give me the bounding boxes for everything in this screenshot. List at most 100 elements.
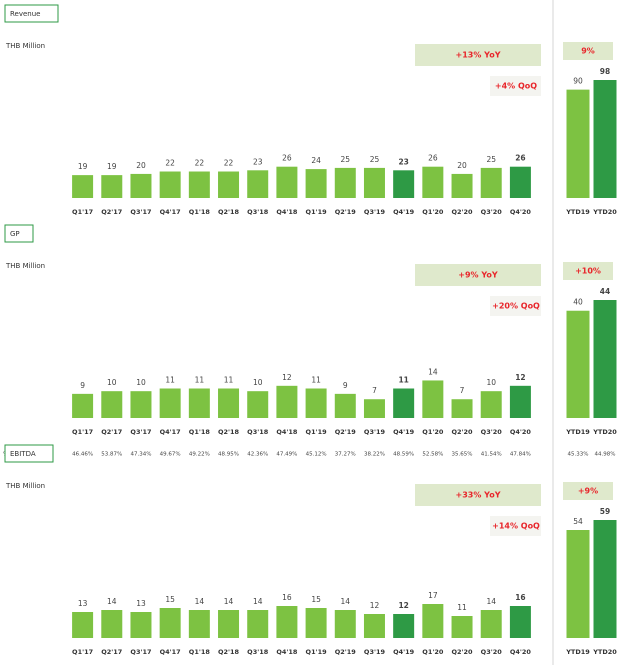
- value-label: 26: [282, 154, 292, 163]
- category-label: Q2'18: [218, 208, 240, 216]
- value-label: 14: [428, 367, 438, 376]
- value-label: 14: [224, 597, 234, 606]
- category-label: Q1'17: [72, 208, 93, 216]
- bar: [566, 310, 590, 418]
- ratio-label: 37.27%: [335, 452, 356, 458]
- ratio-label: 41.54%: [481, 452, 502, 458]
- category-label: Q4'17: [160, 648, 181, 656]
- value-label: 20: [136, 161, 146, 170]
- qoq-annotation: +4% QoQ: [495, 82, 537, 91]
- category-label: Q1'18: [189, 648, 211, 656]
- bar: [363, 399, 385, 418]
- category-label: Q3'18: [247, 428, 269, 436]
- bar: [480, 610, 502, 638]
- value-label: 14: [107, 597, 117, 606]
- yoy-badge: [415, 264, 541, 286]
- category-label: Q2'20: [451, 648, 473, 656]
- value-label: 11: [457, 603, 467, 612]
- value-label: 16: [282, 593, 292, 602]
- category-label: Q3'17: [130, 648, 151, 656]
- value-label: 11: [195, 376, 205, 385]
- category-label: Q1'20: [422, 428, 444, 436]
- bar: [188, 171, 210, 198]
- ytd-badge: [563, 482, 613, 500]
- value-label: 12: [282, 373, 292, 382]
- ratio-label: 53.87%: [101, 452, 122, 458]
- yoy-annotation: +9% YoY: [458, 271, 498, 280]
- bar: [72, 175, 94, 198]
- bar: [422, 166, 444, 198]
- category-label: Q4'20: [510, 208, 532, 216]
- bar: [276, 166, 298, 198]
- category-label: Q2'19: [335, 208, 357, 216]
- value-label: 26: [428, 154, 438, 163]
- value-label: 10: [136, 378, 146, 387]
- value-label: 14: [486, 597, 496, 606]
- value-label: 40: [573, 298, 583, 307]
- category-label: Q1'19: [306, 208, 328, 216]
- bar: [305, 608, 327, 638]
- value-label: 23: [398, 157, 408, 166]
- unit-label: THB Million: [5, 482, 45, 490]
- yoy-badge: [415, 484, 541, 506]
- value-label: 25: [486, 155, 496, 164]
- bar: [334, 610, 356, 638]
- value-label: 59: [600, 507, 610, 516]
- bar: [593, 80, 617, 198]
- category-label: Q4'18: [276, 208, 298, 216]
- category-label: Q4'17: [160, 428, 181, 436]
- category-label: Q4'18: [276, 648, 298, 656]
- bar: [159, 608, 181, 638]
- category-label: Q3'19: [364, 648, 386, 656]
- bar: [218, 171, 240, 198]
- value-label: 15: [165, 595, 175, 604]
- category-label: Q4'19: [393, 428, 415, 436]
- bar: [393, 388, 415, 418]
- chart-title: EBITDA: [10, 450, 36, 458]
- category-label: Q4'20: [510, 648, 532, 656]
- value-label: 25: [370, 155, 380, 164]
- category-label: Q2'17: [101, 428, 122, 436]
- qoq-badge: [490, 296, 541, 316]
- qoq-badge: [490, 516, 541, 536]
- value-label: 11: [311, 376, 321, 385]
- category-label: Q2'20: [451, 208, 473, 216]
- value-label: 7: [460, 386, 465, 395]
- bar: [566, 530, 590, 638]
- value-label: 25: [341, 155, 351, 164]
- value-label: 11: [224, 376, 234, 385]
- bar: [276, 606, 298, 638]
- value-label: 13: [78, 599, 88, 608]
- category-label: Q4'17: [160, 208, 181, 216]
- ratio-label: 49.22%: [189, 452, 210, 458]
- ratio-label: 47.49%: [276, 452, 297, 458]
- value-label: 12: [515, 373, 525, 382]
- bar: [451, 399, 473, 418]
- bar: [72, 393, 94, 418]
- bar: [393, 170, 415, 198]
- value-label: 9: [343, 381, 348, 390]
- ratio-label: 42.36%: [247, 452, 268, 458]
- bar: [247, 391, 269, 418]
- category-label: Q1'19: [306, 648, 328, 656]
- ratio-label: 46.46%: [72, 452, 93, 458]
- ytd-badge: [563, 262, 613, 280]
- bar: [130, 612, 152, 638]
- bar: [305, 388, 327, 418]
- bar: [276, 385, 298, 418]
- category-label: Q4'19: [393, 648, 415, 656]
- category-label: Q1'18: [189, 208, 211, 216]
- value-label: 11: [398, 376, 408, 385]
- value-label: 12: [398, 601, 408, 610]
- value-label: 10: [107, 378, 117, 387]
- bar: [451, 173, 473, 198]
- value-label: 7: [372, 386, 377, 395]
- chart-title: GP: [10, 230, 20, 238]
- value-label: 17: [428, 591, 438, 600]
- category-label: Q1'19: [306, 428, 328, 436]
- ratio-label: 44.98%: [595, 452, 616, 458]
- value-label: 16: [515, 593, 525, 602]
- bar: [247, 170, 269, 198]
- bar: [305, 169, 327, 198]
- category-label: Q2'17: [101, 208, 122, 216]
